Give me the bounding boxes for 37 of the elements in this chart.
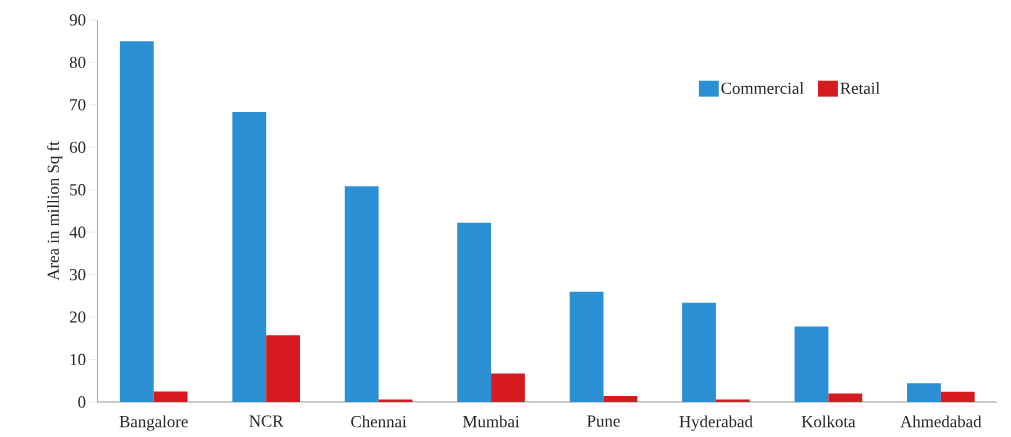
y-tick-label: 90 bbox=[69, 14, 86, 26]
bar bbox=[569, 291, 604, 403]
y-tick-label: 30 bbox=[70, 269, 86, 281]
bar bbox=[828, 393, 863, 403]
bar bbox=[344, 186, 379, 403]
x-tick-label: Pune bbox=[587, 415, 620, 427]
x-tick-label: Hyderabad bbox=[679, 415, 753, 431]
bar bbox=[794, 326, 829, 403]
x-tick-label: Mumbai bbox=[462, 415, 520, 428]
y-tick-label: 10 bbox=[70, 353, 86, 366]
legend-label: Retail bbox=[840, 82, 880, 95]
y-tick-label: 60 bbox=[69, 141, 86, 154]
bar bbox=[457, 222, 492, 403]
bar bbox=[715, 399, 750, 403]
bar bbox=[907, 383, 941, 403]
y-tick-label: 0 bbox=[78, 396, 86, 408]
bar bbox=[940, 391, 975, 403]
y-tick-label: 80 bbox=[69, 56, 86, 69]
bar bbox=[119, 41, 154, 403]
y-axis-title: Area in million Sq ft bbox=[46, 141, 63, 281]
bar bbox=[153, 391, 188, 403]
y-tick-label: 20 bbox=[69, 311, 86, 323]
x-tick-label: Kolkota bbox=[801, 415, 856, 428]
bar bbox=[682, 302, 716, 403]
legend-label: Commercial bbox=[721, 82, 804, 95]
y-tick-label: 40 bbox=[69, 226, 86, 238]
y-tick-label: 50 bbox=[70, 184, 86, 196]
x-tick-label: NCR bbox=[249, 415, 284, 427]
bar bbox=[232, 112, 267, 403]
x-tick-label: Bangalore bbox=[119, 415, 188, 431]
x-tick-label: Ahmedabad bbox=[900, 415, 982, 428]
bar bbox=[491, 373, 525, 403]
y-tick-label: 70 bbox=[70, 99, 86, 111]
bar bbox=[266, 335, 301, 403]
bar bbox=[378, 399, 413, 403]
bar bbox=[603, 396, 638, 403]
x-tick-label: Chennai bbox=[351, 415, 407, 428]
